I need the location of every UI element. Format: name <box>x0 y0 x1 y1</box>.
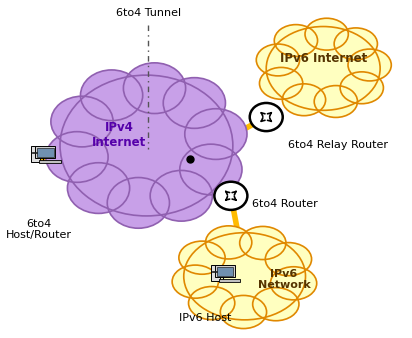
Ellipse shape <box>348 49 391 81</box>
FancyBboxPatch shape <box>219 280 241 282</box>
Text: 6to4 Tunnel: 6to4 Tunnel <box>116 8 181 18</box>
FancyBboxPatch shape <box>39 160 61 163</box>
Ellipse shape <box>180 144 242 195</box>
FancyBboxPatch shape <box>35 146 55 158</box>
Ellipse shape <box>124 63 186 114</box>
Ellipse shape <box>220 295 267 329</box>
Ellipse shape <box>253 288 299 321</box>
Ellipse shape <box>179 241 225 274</box>
Ellipse shape <box>305 18 348 50</box>
FancyBboxPatch shape <box>215 265 235 277</box>
Text: 6to4 Router: 6to4 Router <box>253 199 318 209</box>
Ellipse shape <box>68 163 130 213</box>
Text: 6to4
Host/Router: 6to4 Host/Router <box>5 219 71 240</box>
Ellipse shape <box>46 132 108 182</box>
Ellipse shape <box>150 170 213 221</box>
Ellipse shape <box>206 226 252 259</box>
Ellipse shape <box>51 96 113 147</box>
Ellipse shape <box>184 233 306 320</box>
Ellipse shape <box>334 28 377 60</box>
FancyBboxPatch shape <box>211 265 220 281</box>
Ellipse shape <box>256 44 300 76</box>
Ellipse shape <box>189 287 235 320</box>
Text: IPv4
Internet: IPv4 Internet <box>92 121 146 149</box>
Ellipse shape <box>107 177 169 228</box>
FancyBboxPatch shape <box>212 271 219 272</box>
FancyBboxPatch shape <box>37 148 54 156</box>
Text: IPv6
Network: IPv6 Network <box>258 269 310 290</box>
Ellipse shape <box>314 86 358 117</box>
Ellipse shape <box>80 70 143 121</box>
Text: IPv6 Internet: IPv6 Internet <box>280 52 367 65</box>
Ellipse shape <box>340 72 384 104</box>
Ellipse shape <box>260 67 303 99</box>
Ellipse shape <box>185 109 247 160</box>
Ellipse shape <box>266 26 380 110</box>
FancyBboxPatch shape <box>32 152 40 153</box>
Ellipse shape <box>265 243 311 276</box>
Ellipse shape <box>60 75 233 216</box>
Ellipse shape <box>240 226 286 260</box>
Ellipse shape <box>172 265 218 298</box>
FancyBboxPatch shape <box>217 267 234 275</box>
Ellipse shape <box>270 267 317 300</box>
FancyBboxPatch shape <box>31 146 40 162</box>
Circle shape <box>214 182 247 210</box>
Circle shape <box>250 103 283 131</box>
Text: 6to4 Relay Router: 6to4 Relay Router <box>288 140 388 150</box>
Ellipse shape <box>163 78 225 128</box>
Ellipse shape <box>282 84 325 116</box>
Text: IPv6 Host: IPv6 Host <box>179 313 232 323</box>
Ellipse shape <box>274 25 318 56</box>
